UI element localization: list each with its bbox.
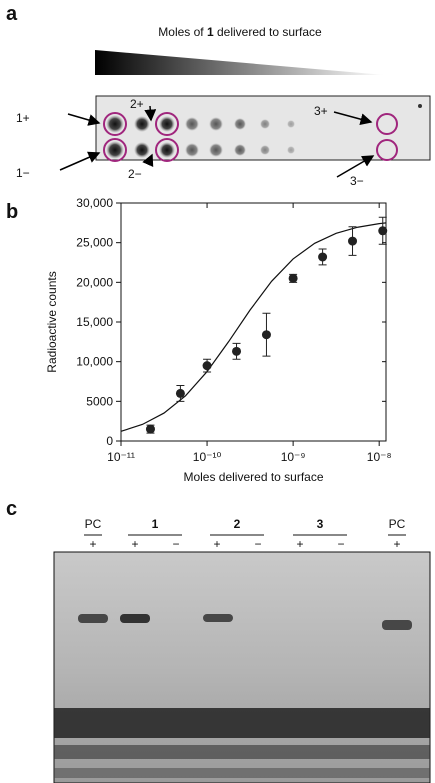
y-tick-label: 15,000 <box>76 315 113 329</box>
spot-label: 1− <box>16 166 30 180</box>
spot-label: 2+ <box>130 97 144 111</box>
y-tick-label: 0 <box>106 434 113 448</box>
title-part: Moles of <box>158 25 207 39</box>
lane-sign: − <box>337 537 344 551</box>
x-axis-label: Moles delivered to surface <box>183 470 323 484</box>
lane-sign: + <box>393 537 400 551</box>
x-tick-label: 10⁻⁸ <box>367 450 392 464</box>
data-point <box>175 388 185 398</box>
y-tick-label: 5000 <box>86 394 113 408</box>
title-part: 1 <box>207 25 214 39</box>
wedge-title: Moles of 1 delivered to surface <box>158 25 322 39</box>
spot-label: 3+ <box>314 104 328 118</box>
spot-label: 3− <box>350 174 364 188</box>
gradient-wedge <box>95 50 385 75</box>
data-point <box>318 252 328 262</box>
arrows <box>59 105 375 178</box>
lane-group-label: PC <box>85 517 102 531</box>
y-tick-label: 25,000 <box>76 236 113 250</box>
spot-label: 2− <box>128 167 142 181</box>
plot-frame <box>120 202 387 442</box>
data-point <box>232 346 242 356</box>
spot-label: 1+ <box>16 111 30 125</box>
lane-sign: − <box>172 537 179 551</box>
data-point <box>348 236 358 246</box>
gel <box>53 551 431 783</box>
x-tick-label: 10⁻⁹ <box>281 450 306 464</box>
y-tick-label: 30,000 <box>76 196 113 210</box>
fit-curve <box>120 222 387 432</box>
lane-group-label: 3 <box>317 517 324 531</box>
lane-group-label: 1 <box>152 517 159 531</box>
plot: 0 5000 10,000 15,000 20,000 25,000 30,000 10⁻¹¹… <box>45 196 392 484</box>
lane-labels: PC 1 2 3 PC + + − + − + − + <box>84 517 406 551</box>
panel-label: b <box>6 201 18 223</box>
data-point <box>202 361 212 371</box>
highlight-circles <box>103 112 398 162</box>
gel-bands <box>54 614 430 778</box>
lane-sign: + <box>296 537 303 551</box>
lane-sign: + <box>131 537 138 551</box>
lane-group-label: PC <box>389 517 406 531</box>
y-axis-label: Radioactive counts <box>45 271 59 372</box>
panel-label: a <box>6 3 18 25</box>
lane-sign: + <box>89 537 96 551</box>
x-tick-label: 10⁻¹⁰ <box>193 450 222 464</box>
data-point <box>261 330 271 340</box>
data-point <box>378 226 388 236</box>
data-point <box>288 273 298 283</box>
y-tick-label: 10,000 <box>76 355 113 369</box>
panel-label: c <box>6 498 17 520</box>
y-tick-label: 20,000 <box>76 275 113 289</box>
lane-sign: − <box>254 537 261 551</box>
x-tick-label: 10⁻¹¹ <box>107 450 135 464</box>
title-part: delivered to surface <box>214 25 322 39</box>
lane-sign: + <box>213 537 220 551</box>
lane-group-label: 2 <box>234 517 241 531</box>
data-point <box>145 424 155 434</box>
